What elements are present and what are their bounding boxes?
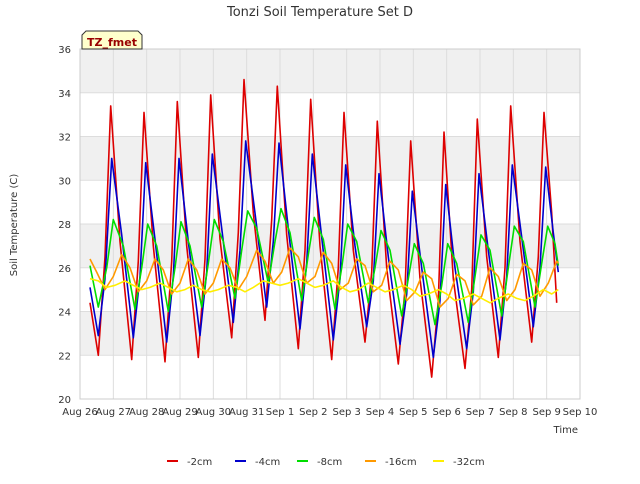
x-tick-label: Aug 27	[96, 407, 131, 418]
x-tick-label: Aug 28	[129, 407, 164, 418]
x-tick-label: Sep 10	[563, 407, 598, 418]
x-tick-label: Aug 30	[196, 407, 231, 418]
x-tick-label: Sep 1	[266, 407, 294, 418]
series-line-minus-32cm	[89, 277, 559, 304]
y-axis-ticks: 20 22 24 26 28 30 32 34 36	[58, 45, 71, 406]
background-band	[80, 49, 580, 93]
y-tick-label: 34	[58, 89, 71, 100]
chart-title: Tonzi Soil Temperature Set D	[226, 5, 413, 20]
y-tick-label: 30	[58, 176, 71, 187]
x-tick-label: Sep 6	[432, 407, 460, 418]
y-tick-label: 22	[58, 351, 71, 362]
background-band	[80, 136, 580, 181]
x-tick-label: Sep 7	[466, 407, 494, 418]
y-axis-label: Soil Temperature (C)	[9, 174, 20, 277]
series-line-minus-16cm	[89, 247, 559, 308]
y-tick-label: 24	[58, 308, 71, 319]
x-tick-label: Aug 31	[229, 407, 264, 418]
x-tick-label: Sep 8	[499, 407, 527, 418]
legend-label: -32cm	[453, 457, 485, 468]
x-tick-label: Sep 9	[532, 407, 560, 418]
y-tick-label: 28	[58, 220, 71, 231]
legend: -2cm -4cm -8cm -16cm -32cm	[167, 457, 485, 468]
y-tick-label: 20	[58, 395, 71, 406]
x-tick-label: Sep 5	[399, 407, 427, 418]
x-axis-label: Time	[553, 425, 578, 436]
x-tick-label: Sep 2	[299, 407, 327, 418]
legend-label: -8cm	[317, 457, 342, 468]
plot-frame	[79, 48, 581, 400]
y-tick-label: 36	[58, 45, 71, 56]
legend-label: -2cm	[187, 457, 212, 468]
series-layer	[89, 78, 560, 378]
y-tick-label: 32	[58, 133, 71, 144]
legend-label: -16cm	[385, 457, 417, 468]
site-badge-label: TZ_fmet	[87, 36, 137, 49]
x-tick-label: Sep 4	[366, 407, 394, 418]
x-tick-label: Aug 29	[162, 407, 197, 418]
legend-label: -4cm	[255, 457, 280, 468]
site-badge: TZ_fmet	[81, 30, 143, 50]
x-tick-label: Sep 3	[332, 407, 360, 418]
y-tick-label: 26	[58, 264, 71, 275]
series-line-minus-4cm	[89, 140, 560, 359]
x-tick-label: Aug 26	[62, 407, 97, 418]
